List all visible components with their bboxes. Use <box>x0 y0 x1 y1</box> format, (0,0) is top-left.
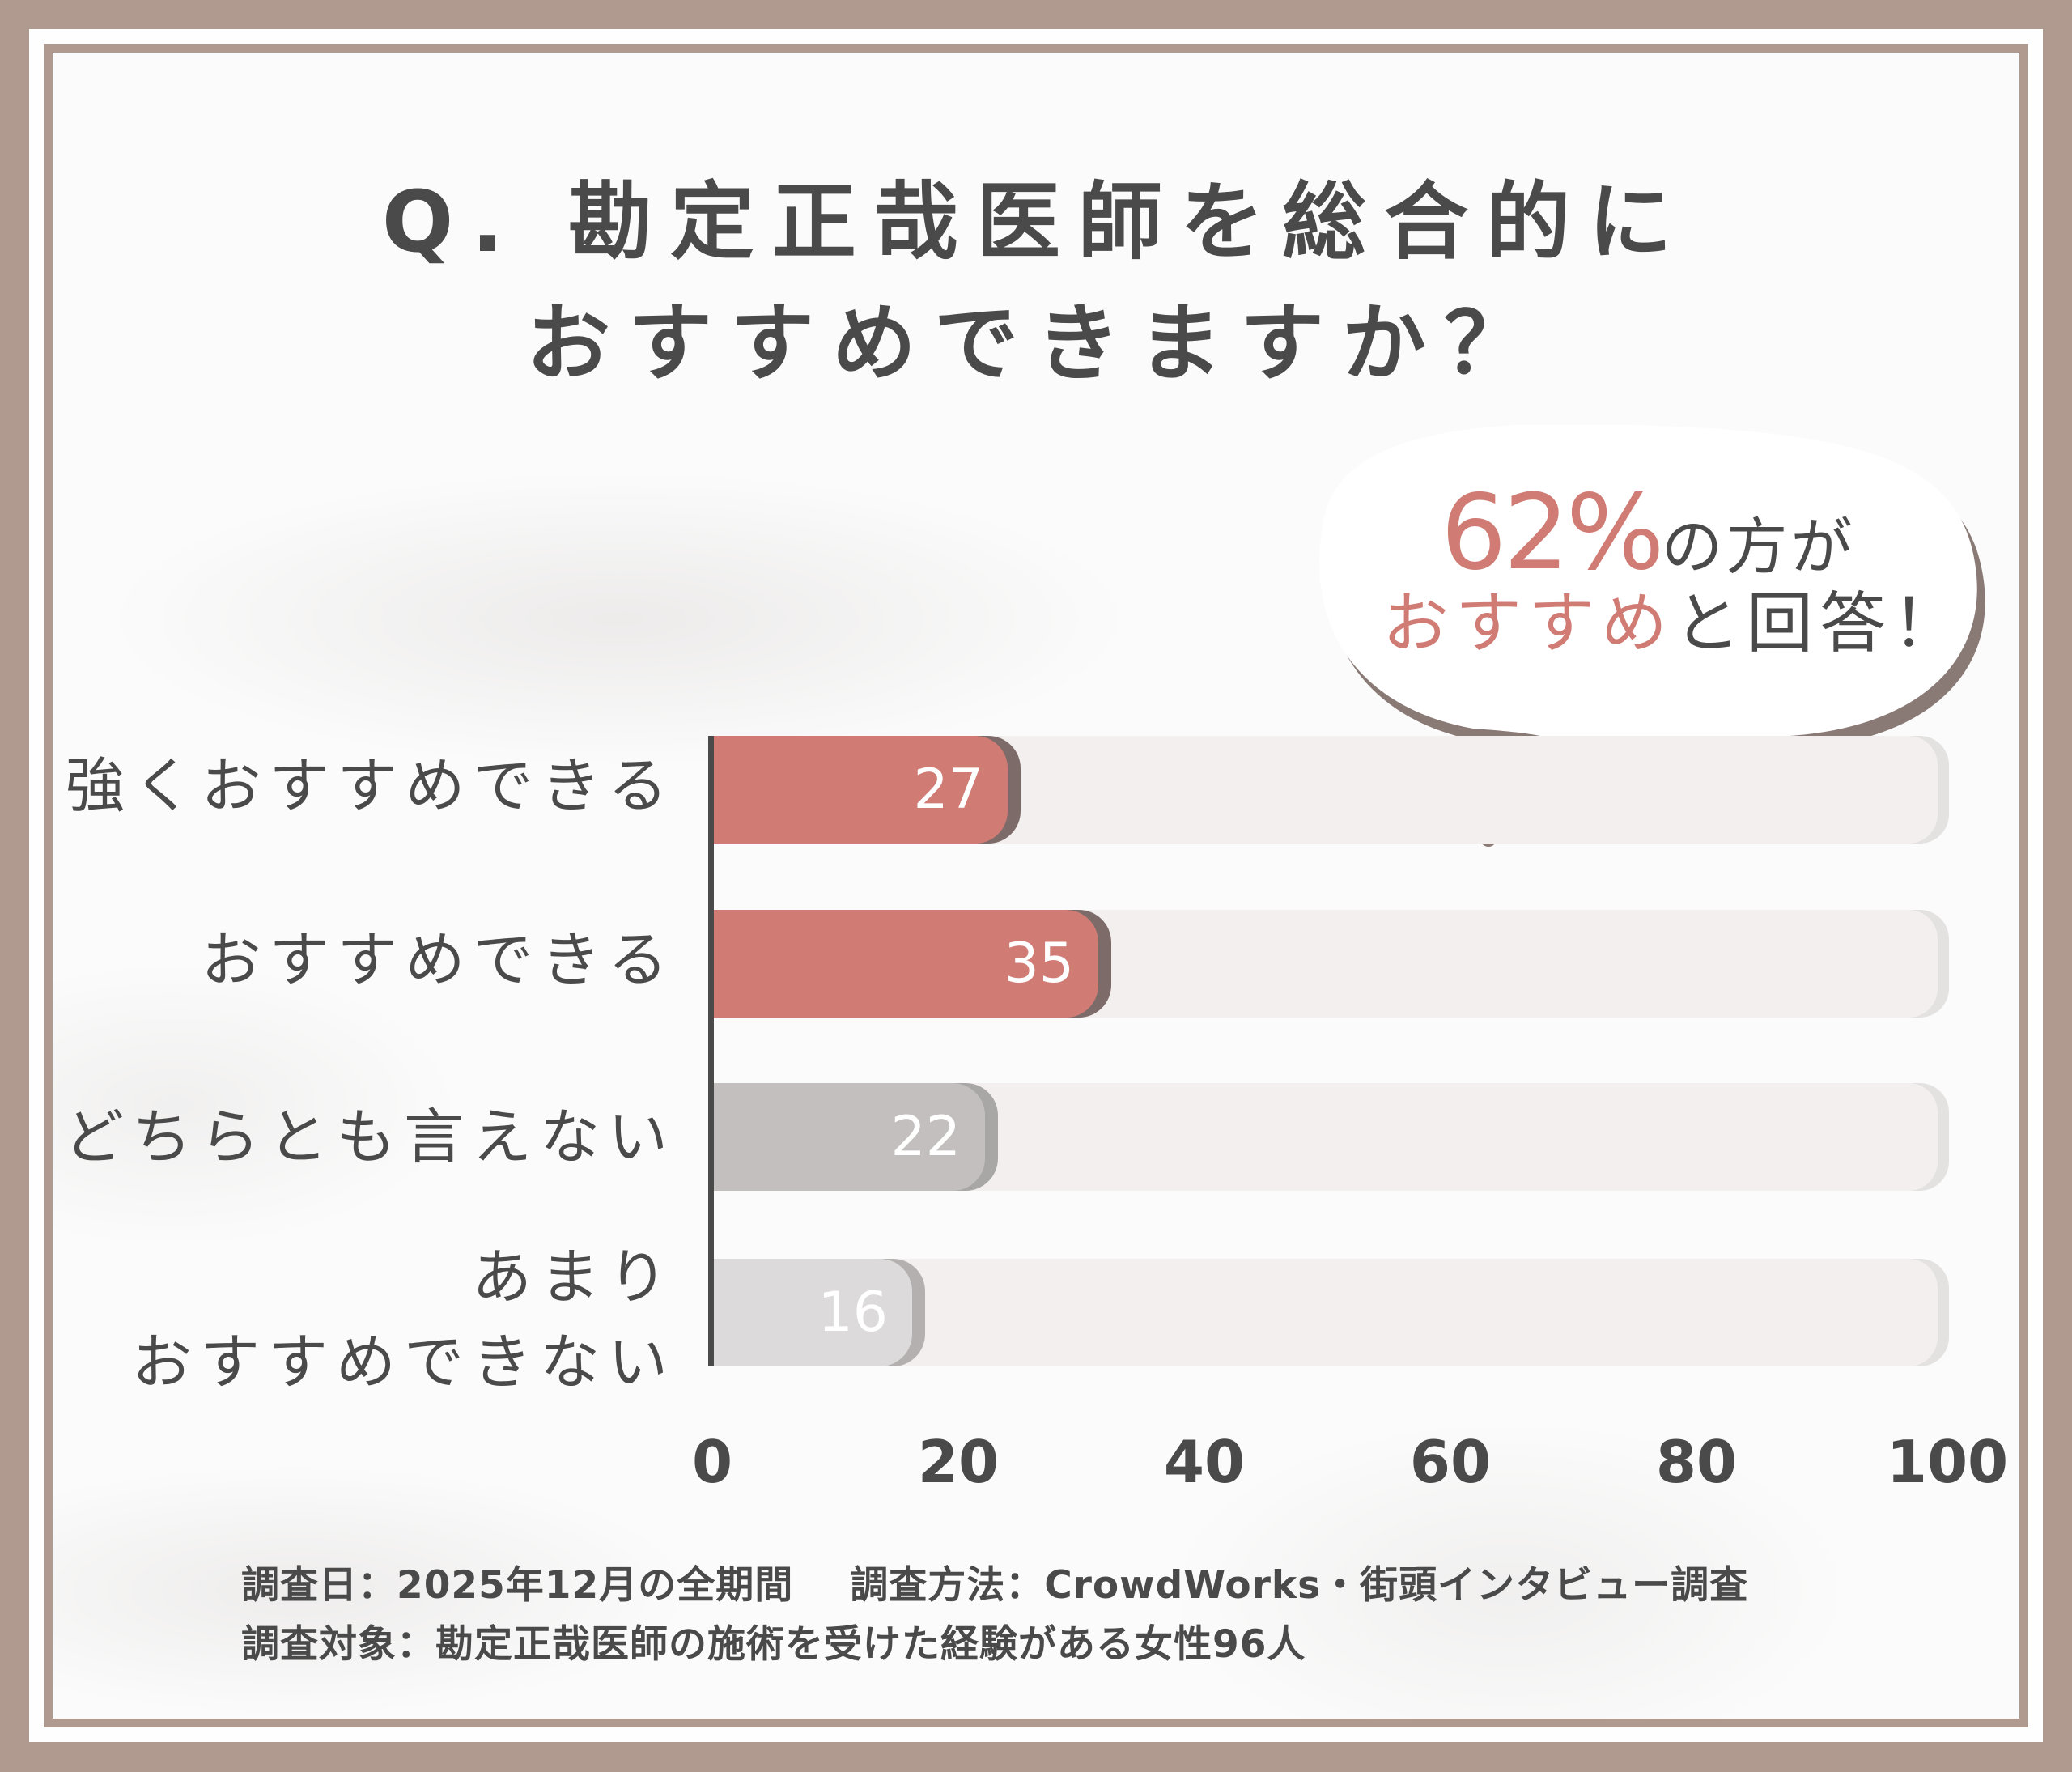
category-label-4-line-2: おすすめできない <box>132 1328 676 1397</box>
x-tick-80: 80 <box>1655 1428 1738 1496</box>
callout-line-1: 62%の方が <box>1441 482 1856 585</box>
bar-value: 22 <box>890 1105 961 1169</box>
x-tick-40: 40 <box>1163 1428 1246 1496</box>
x-tick-100: 100 <box>1886 1428 2009 1496</box>
x-tick-0: 0 <box>691 1428 733 1496</box>
bar-value: 27 <box>913 758 983 822</box>
survey-info-line-1: 調査日：2025年12月の全期間 調査方法：CrowdWorks・街頭インタビュー… <box>241 1566 1748 1604</box>
callout-line1-suffix: の方が <box>1661 511 1856 583</box>
background-canvas <box>53 53 2019 1719</box>
category-label-4-line-1: あまり <box>472 1243 676 1312</box>
bar-neutral <box>714 1083 985 1191</box>
page-title-line-1: Q. 勘定正哉医師を総合的に <box>381 172 1691 271</box>
x-tick-60: 60 <box>1409 1428 1492 1496</box>
survey-method: 調査方法：CrowdWorks・街頭インタビュー調査 <box>850 1563 1749 1608</box>
inner-frame-border <box>44 44 2028 1727</box>
category-label-2: おすすめできる <box>201 925 676 995</box>
bar-value: 16 <box>817 1281 888 1345</box>
bar-value: 35 <box>1004 932 1074 996</box>
category-label-3: どちらとも言えない <box>64 1103 676 1172</box>
x-tick-20: 20 <box>917 1428 1000 1496</box>
category-label-1: 強くおすすめできる <box>65 751 676 821</box>
bar-strongly-recommend <box>714 736 1008 844</box>
callout-line2-suffix: と回答！ <box>1674 585 1966 662</box>
speech-bubble-shape <box>1319 425 1985 793</box>
callout-accent-text: おすすめ <box>1382 585 1675 662</box>
bar-track <box>714 1259 1938 1366</box>
survey-date: 調査日：2025年12月の全期間 <box>241 1563 794 1608</box>
survey-target: 調査対象：勘定正哉医師の施術を受けた経験がある女性96人 <box>241 1622 1306 1667</box>
callout-percent: 62% <box>1441 473 1664 593</box>
callout-bubble: 62%の方が おすすめと回答！ <box>1287 425 1991 797</box>
callout-line-2: おすすめと回答！ <box>1382 591 1965 657</box>
bar-recommend <box>714 910 1098 1018</box>
page-title-line-2: おすすめできますか？ <box>525 294 1546 393</box>
y-axis-line <box>708 736 714 1366</box>
bar-not-recommend <box>714 1259 912 1366</box>
